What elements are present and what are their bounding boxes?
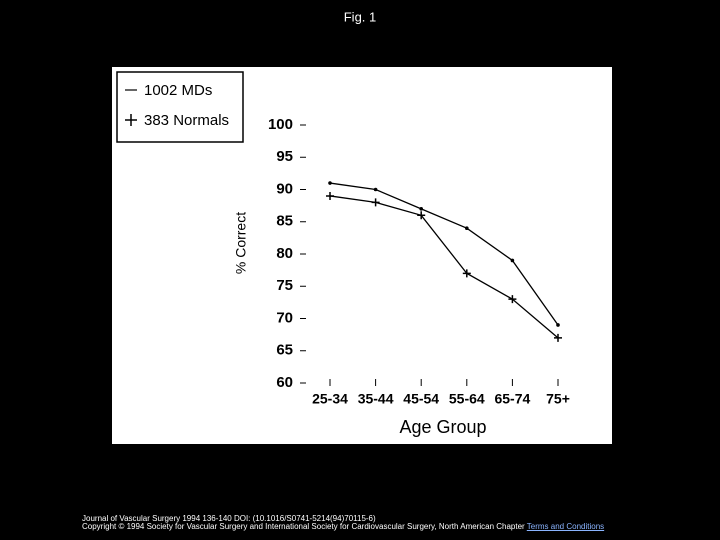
point	[326, 191, 334, 200]
y-tick-label: 95	[276, 148, 293, 165]
copyright-text: Copyright © 1994 Society for Vascular Su…	[82, 522, 525, 531]
point	[373, 187, 378, 192]
point	[462, 269, 471, 278]
series-line	[329, 182, 559, 326]
y-tick-label: 65	[276, 342, 293, 359]
citation: Journal of Vascular Surgery 1994 136-140…	[82, 514, 376, 523]
point	[328, 181, 332, 185]
y-tick-label: 85	[276, 213, 293, 230]
point	[556, 323, 560, 327]
copyright: Copyright © 1994 Society for Vascular Su…	[82, 522, 604, 531]
point	[465, 226, 469, 230]
y-tick-label: 80	[276, 245, 293, 262]
x-tick-label: 25-34	[312, 391, 348, 407]
point	[417, 211, 426, 220]
y-axis-label: % Correct	[233, 212, 249, 274]
y-tick-label: 90	[276, 180, 293, 197]
legend-label: 383 Normals	[144, 112, 229, 129]
y-tick-label: 75	[276, 277, 293, 294]
point	[510, 258, 515, 263]
y-tick-label: 70	[276, 309, 293, 326]
y-tick-label: 60	[276, 374, 293, 391]
x-tick-label: 75+	[546, 391, 570, 407]
point	[554, 333, 562, 342]
x-tick-label: 55-64	[449, 391, 485, 407]
series-line	[329, 195, 559, 339]
point	[508, 295, 517, 304]
x-axis-label: Age Group	[399, 417, 486, 437]
legend-label: 1002 MDs	[144, 82, 212, 99]
slide-title: Fig. 1	[344, 9, 377, 24]
figure-panel	[112, 67, 612, 444]
y-tick-label: 100	[268, 116, 293, 133]
citation-text: Journal of Vascular Surgery 1994 136-140…	[82, 514, 376, 523]
legend-marker	[125, 114, 137, 126]
x-tick-label: 35-44	[358, 391, 394, 407]
point	[371, 198, 380, 207]
terms-link[interactable]: Terms and Conditions	[526, 522, 605, 531]
x-tick-label: 65-74	[494, 391, 530, 407]
x-tick-label: 45-54	[403, 391, 439, 407]
legend-box	[116, 71, 244, 143]
point	[419, 207, 424, 211]
